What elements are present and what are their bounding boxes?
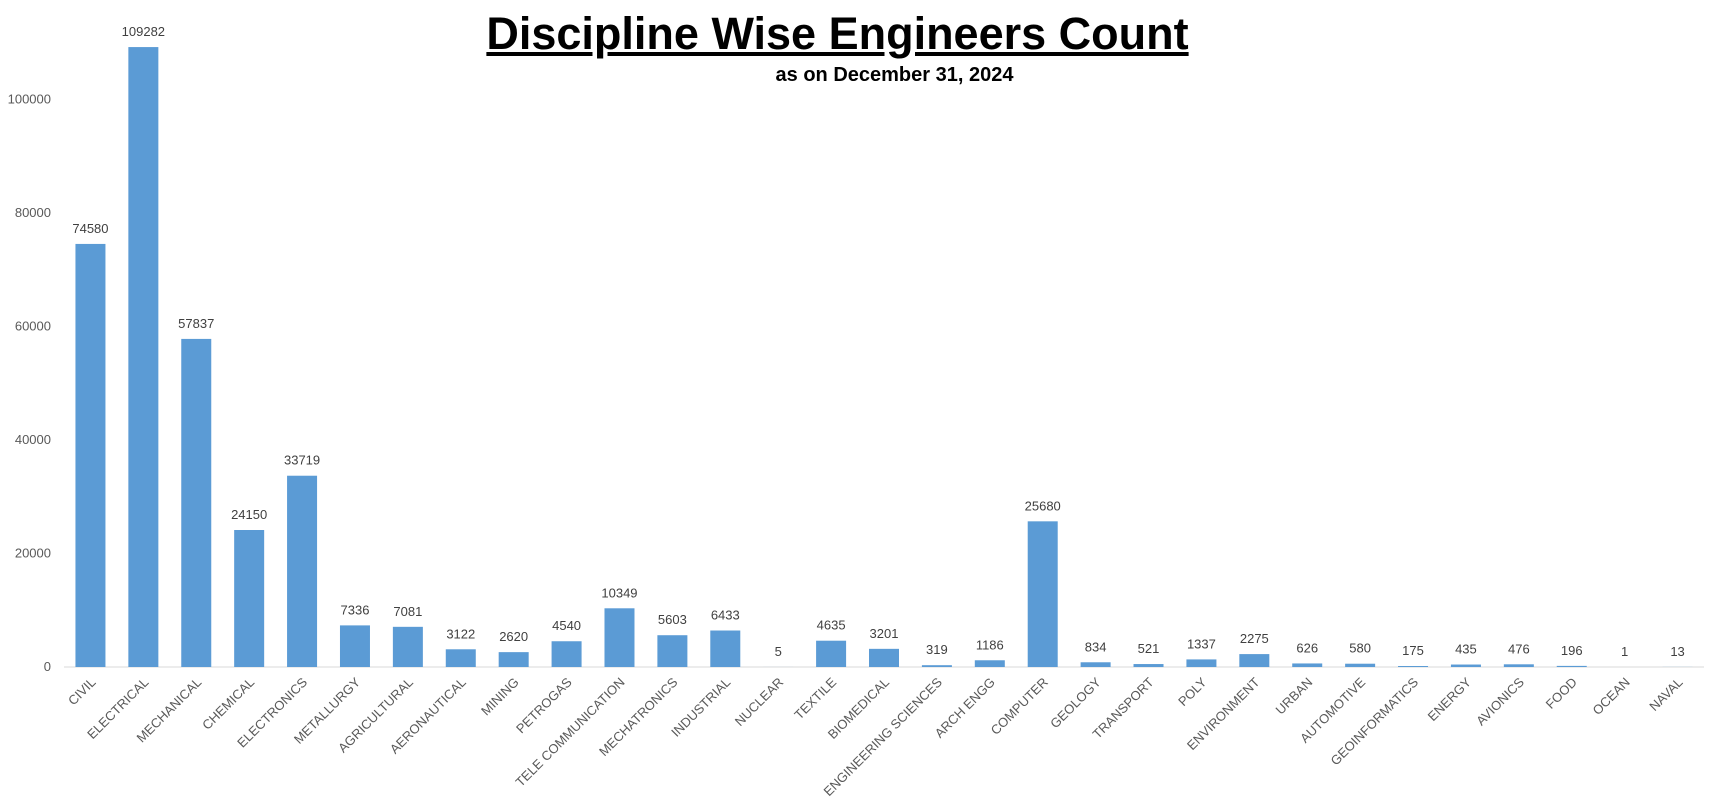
data-label: 521	[1138, 641, 1160, 656]
x-tick-label: CHEMICAL	[199, 675, 257, 733]
data-label: 24150	[231, 507, 267, 522]
bar	[1080, 662, 1111, 667]
x-tick-label: MINING	[478, 675, 522, 719]
bars	[75, 47, 1693, 668]
y-tick-label: 60000	[15, 319, 51, 334]
bar	[1027, 521, 1058, 667]
x-tick-label: OCEAN	[1589, 675, 1632, 718]
bar	[657, 635, 688, 667]
bar	[445, 649, 476, 667]
bar	[234, 530, 265, 667]
bar	[710, 630, 741, 667]
bar	[1556, 665, 1587, 667]
y-tick-label: 40000	[15, 432, 51, 447]
bar	[974, 660, 1005, 667]
x-tick-label: AVIONICS	[1473, 674, 1527, 728]
bar	[1186, 659, 1217, 667]
data-label: 2275	[1240, 631, 1269, 646]
data-label: 2620	[499, 629, 528, 644]
x-tick-label: URBAN	[1273, 675, 1316, 718]
bar	[1398, 666, 1429, 667]
data-label: 580	[1349, 641, 1371, 656]
data-label: 57837	[178, 316, 214, 331]
bar	[1133, 664, 1164, 667]
x-tick-label: NAVAL	[1646, 675, 1685, 714]
data-label: 6433	[711, 608, 740, 623]
bar	[1345, 663, 1376, 667]
x-tick-label: GEOLOGY	[1047, 674, 1104, 731]
x-tick-label: POLY	[1175, 674, 1210, 709]
y-axis: 0 20000 40000 60000 80000 100000	[8, 92, 51, 674]
x-tick-label: NUCLEAR	[732, 675, 787, 730]
data-label: 109282	[122, 24, 165, 39]
data-label: 4635	[817, 618, 846, 633]
x-tick-label: TEXTILE	[791, 674, 839, 722]
data-label: 33719	[284, 453, 320, 468]
data-label: 626	[1296, 640, 1318, 655]
x-tick-label: GEOINFORMATICS	[1327, 674, 1421, 768]
data-label: 1186	[976, 637, 1004, 652]
data-label: 5603	[658, 612, 687, 627]
bar	[339, 625, 370, 667]
data-label: 1337	[1187, 636, 1216, 651]
bar	[498, 652, 529, 667]
data-label: 3201	[870, 626, 899, 641]
bar	[869, 648, 899, 667]
data-label: 476	[1508, 641, 1530, 656]
x-tick-label: ENERGY	[1425, 674, 1475, 724]
data-label: 13	[1670, 644, 1684, 659]
data-labels: 74580 109282 57837 24150 33719 7336 7081 3122 26…	[72, 24, 1684, 659]
x-tick-label: FOOD	[1543, 675, 1580, 712]
bar	[1239, 654, 1270, 667]
data-label: 319	[926, 642, 948, 657]
data-label: 834	[1085, 639, 1107, 654]
bar	[128, 47, 159, 668]
data-label: 4540	[552, 618, 581, 633]
y-tick-label: 100000	[8, 92, 51, 107]
x-tick-label: CIVIL	[65, 675, 99, 709]
chart-title: Discipline Wise Engineers Count	[486, 8, 1189, 59]
bar	[816, 640, 847, 667]
bar	[181, 338, 212, 667]
data-label: 175	[1402, 643, 1424, 658]
bar	[287, 475, 318, 667]
data-label: 435	[1455, 642, 1477, 657]
data-label: 3122	[446, 626, 475, 641]
data-label: 74580	[72, 221, 108, 236]
data-label: 25680	[1025, 498, 1061, 513]
bar	[1292, 663, 1323, 667]
bar	[75, 243, 106, 668]
data-label: 7081	[393, 604, 422, 619]
y-tick-label: 20000	[15, 546, 51, 561]
bar	[551, 641, 582, 667]
y-tick-label: 80000	[15, 205, 51, 220]
data-label: 1	[1621, 644, 1628, 659]
y-tick-label: 0	[44, 659, 51, 674]
chart-subtitle: as on December 31, 2024	[775, 64, 1014, 86]
x-axis: CIVILELECTRICALMECHANICALCHEMICALELECTRO…	[65, 674, 1686, 797]
data-label: 5	[775, 644, 782, 659]
x-tick-label: TELE COMMUNICATION	[512, 675, 627, 790]
bar	[392, 626, 423, 667]
data-label: 10349	[601, 585, 637, 600]
data-label: 7336	[341, 602, 370, 617]
x-tick-label: COMPUTER	[988, 675, 1051, 738]
bar	[1503, 664, 1534, 667]
bar	[604, 608, 635, 667]
data-label: 196	[1561, 643, 1583, 658]
bar	[1450, 664, 1481, 667]
bar	[921, 665, 952, 667]
